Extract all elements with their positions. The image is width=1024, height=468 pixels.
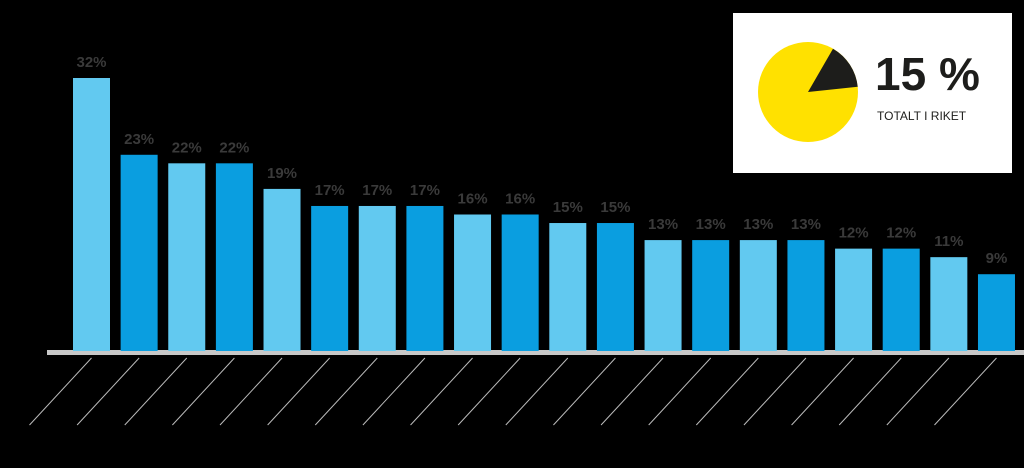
category-tick	[219, 357, 283, 426]
category-tick	[934, 357, 997, 426]
category-tick	[29, 357, 92, 426]
category-tick	[410, 357, 473, 426]
value-label: 17%	[362, 182, 392, 199]
category-tick	[362, 357, 426, 426]
category-tick	[600, 357, 664, 426]
value-label: 12%	[886, 225, 916, 242]
category-tick	[838, 357, 902, 426]
bar	[644, 240, 682, 351]
value-label: 13%	[743, 216, 773, 233]
bar	[549, 223, 587, 351]
value-label: 22%	[219, 139, 249, 156]
value-label: 23%	[124, 131, 154, 148]
bar	[311, 205, 349, 351]
category-tick	[553, 357, 616, 426]
value-label: 16%	[458, 190, 488, 207]
category-tick	[457, 357, 521, 426]
value-label: 17%	[315, 182, 345, 199]
bar	[739, 240, 777, 351]
category-tick	[172, 357, 235, 426]
bar	[882, 248, 920, 351]
value-label: 19%	[267, 165, 297, 182]
value-label: 15%	[600, 199, 630, 216]
category-tick	[886, 357, 950, 426]
value-label: 11%	[934, 233, 963, 250]
category-tick	[267, 357, 331, 426]
baseline	[47, 350, 1024, 355]
value-label: 22%	[172, 139, 202, 156]
bar	[977, 274, 1015, 351]
value-label: 17%	[410, 182, 440, 199]
value-label: 15%	[553, 199, 583, 216]
category-tick	[648, 357, 712, 426]
bar	[263, 188, 301, 351]
category-tick	[743, 357, 807, 426]
bar	[73, 78, 110, 351]
value-label: 16%	[505, 190, 535, 207]
bar	[358, 205, 396, 351]
bar	[835, 248, 873, 351]
value-label: 13%	[791, 216, 821, 233]
bar	[168, 163, 206, 351]
bar	[120, 154, 158, 351]
value-label: 32%	[76, 54, 106, 71]
value-label: 13%	[648, 216, 678, 233]
bar	[501, 214, 539, 351]
bar	[787, 240, 825, 351]
bar	[406, 205, 444, 351]
category-tick	[124, 357, 188, 426]
value-label: 12%	[839, 225, 869, 242]
category-tick	[76, 357, 140, 426]
bar	[930, 257, 968, 351]
value-label: 13%	[696, 216, 726, 233]
bar	[454, 214, 492, 351]
category-tick	[791, 357, 854, 426]
inset-label: TOTALT I RIKET	[877, 109, 967, 123]
value-label: 9%	[986, 250, 1008, 267]
category-tick	[314, 357, 378, 426]
bar	[215, 163, 253, 351]
bar	[692, 240, 730, 351]
category-tick	[505, 357, 569, 426]
inset-value: 15 %	[875, 48, 980, 100]
bar	[596, 223, 634, 351]
category-tick	[695, 357, 759, 426]
pie-slice	[808, 48, 858, 92]
